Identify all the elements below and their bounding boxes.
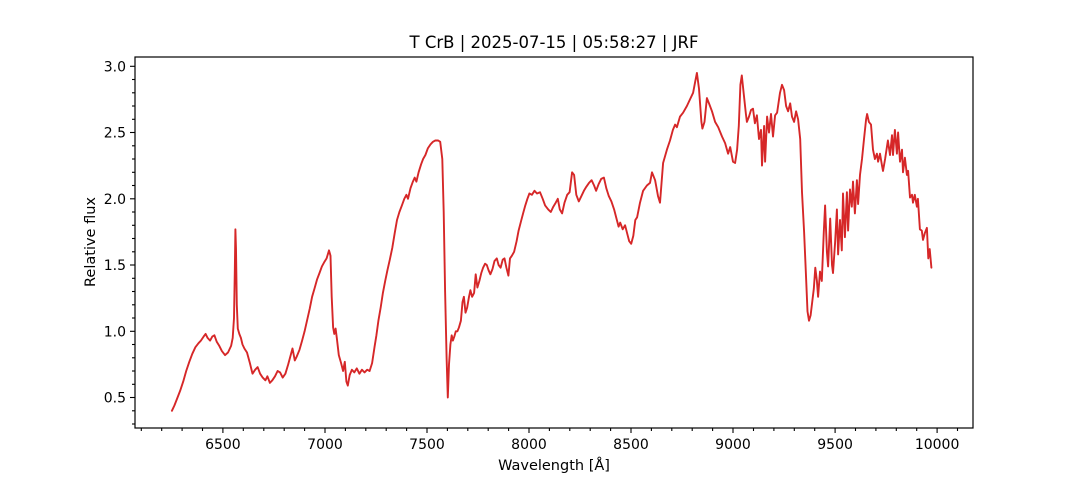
y-tick-label: 0.5 bbox=[104, 391, 126, 407]
x-axis-minor-ticks bbox=[140, 428, 959, 431]
x-tick-label: 6500 bbox=[205, 437, 241, 453]
chart-title: T CrB | 2025-07-15 | 05:58:27 | JRF bbox=[409, 33, 699, 52]
x-tick-label: 9500 bbox=[817, 437, 853, 453]
x-axis-ticks: 6500 7000 7500 8000 8500 9000 9500 10000 bbox=[205, 428, 959, 453]
spectrum-line bbox=[170, 71, 933, 412]
x-tick-label: 7500 bbox=[409, 437, 445, 453]
y-axis-label: Relative flux bbox=[83, 197, 99, 287]
y-tick-label: 2.0 bbox=[104, 192, 126, 208]
y-tick-label: 3.0 bbox=[104, 59, 126, 75]
y-axis-ticks: 0.5 1.0 1.5 2.0 2.5 3.0 bbox=[104, 59, 135, 407]
x-axis-label: Wavelength [Å] bbox=[498, 457, 610, 474]
x-tick-label: 7000 bbox=[307, 437, 343, 453]
x-tick-label: 8500 bbox=[613, 437, 649, 453]
x-tick-label: 10000 bbox=[915, 437, 960, 453]
x-tick-label: 8000 bbox=[511, 437, 547, 453]
x-tick-label: 9000 bbox=[715, 437, 751, 453]
y-tick-label: 1.5 bbox=[104, 258, 126, 274]
y-tick-label: 2.5 bbox=[104, 126, 126, 142]
plot-area bbox=[134, 56, 974, 429]
y-tick-label: 1.0 bbox=[104, 324, 126, 340]
